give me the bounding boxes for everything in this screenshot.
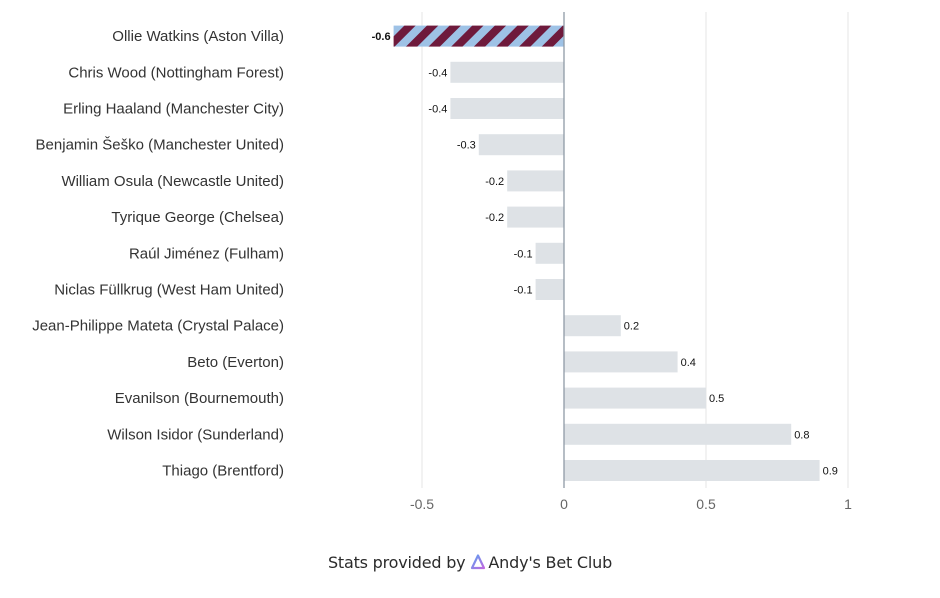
data-label: 0.5	[709, 393, 724, 405]
footer-attribution: Stats provided by Andy's Bet Club	[0, 548, 940, 576]
data-label: 0.9	[823, 466, 838, 478]
category-label: Niclas Füllkrug (West Ham United)	[54, 282, 284, 299]
data-label: -0.2	[485, 212, 504, 224]
data-label: 0.4	[681, 357, 696, 369]
data-label: -0.4	[428, 104, 447, 116]
category-label: Raúl Jiménez (Fulham)	[129, 245, 284, 262]
data-label: -0.6	[372, 31, 391, 43]
data-label: -0.1	[514, 248, 533, 260]
bar	[564, 423, 792, 445]
x-tick-label: 1	[844, 496, 852, 512]
data-label: 0.2	[624, 321, 639, 333]
bar-chart: Ollie Watkins (Aston Villa) Chris Wood (N…	[32, 12, 852, 512]
andys-bet-club-logo-icon	[471, 554, 486, 570]
footer-prefix: Stats provided by	[327, 552, 466, 572]
footer-brand: Andy's Bet Club	[488, 552, 613, 572]
x-axis-tick-labels: -0.5 0 0.5 1	[410, 496, 852, 512]
bar	[535, 279, 564, 300]
bar	[564, 387, 706, 409]
bar	[507, 170, 564, 192]
bar	[450, 98, 564, 119]
category-label: Erling Haaland (Manchester City)	[63, 101, 284, 118]
data-label: -0.1	[514, 285, 533, 297]
x-tick-label: 0.5	[696, 496, 716, 512]
data-label: -0.2	[485, 176, 504, 188]
category-label: Thiago (Brentford)	[162, 463, 284, 480]
bar	[507, 206, 564, 228]
category-label: Benjamin Šeško (Manchester United)	[36, 137, 284, 154]
bars	[393, 25, 820, 481]
data-label: 0.8	[794, 429, 809, 441]
category-label: Ollie Watkins (Aston Villa)	[112, 28, 284, 45]
category-label: Wilson Isidor (Sunderland)	[107, 426, 284, 443]
category-label: Beto (Everton)	[187, 354, 284, 371]
bar	[450, 61, 564, 83]
bar	[564, 460, 820, 481]
data-labels: -0.6 -0.4 -0.4 -0.3 -0.2 -0.2 -0.1 -0.1 0.2 0.4 0.…	[372, 31, 838, 477]
bar	[564, 351, 678, 373]
bar	[535, 242, 564, 264]
category-labels: Ollie Watkins (Aston Villa) Chris Wood (N…	[32, 28, 284, 479]
category-label: Evanilson (Bournemouth)	[115, 390, 284, 407]
bar	[564, 315, 621, 337]
bar	[478, 134, 564, 156]
category-label: Jean-Philippe Mateta (Crystal Palace)	[32, 318, 284, 335]
category-label: William Osula (Newcastle United)	[61, 173, 284, 190]
x-tick-label: 0	[560, 496, 568, 512]
bar-highlighted	[393, 25, 564, 47]
gridlines	[421, 12, 849, 488]
category-label: Tyrique George (Chelsea)	[111, 209, 284, 226]
data-label: -0.4	[428, 67, 447, 79]
data-label: -0.3	[457, 140, 476, 152]
category-label: Chris Wood (Nottingham Forest)	[68, 64, 284, 81]
x-tick-label: -0.5	[410, 496, 434, 512]
